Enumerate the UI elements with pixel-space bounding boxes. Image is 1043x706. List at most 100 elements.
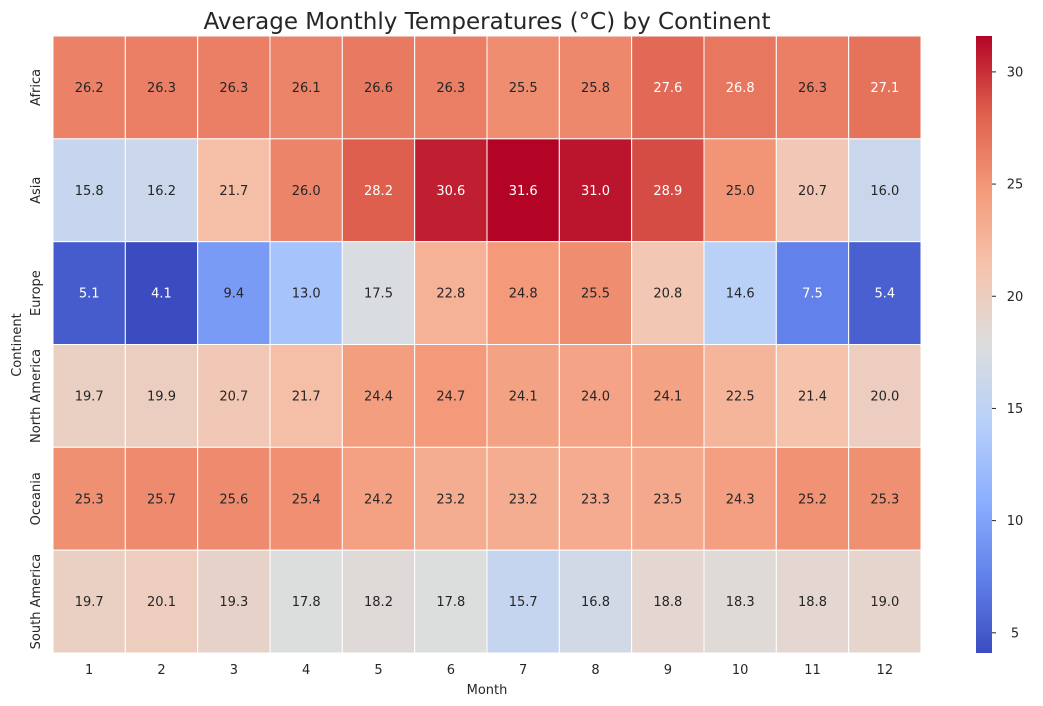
cell-value-label: 21.4 (798, 389, 827, 404)
cell-value-label: 24.4 (364, 389, 393, 404)
cell-value-label: 31.6 (509, 184, 538, 199)
cell-value-label: 5.1 (79, 287, 100, 302)
heatmap-cell (124, 138, 199, 243)
heatmap-cell (703, 549, 777, 654)
heatmap-cell (197, 35, 271, 140)
heatmap-cell (341, 35, 416, 140)
cell-value-label: 16.0 (870, 184, 899, 199)
x-tick-label: 10 (732, 663, 749, 678)
cell-value-label: 19.7 (75, 595, 104, 610)
heatmap-cell (486, 549, 560, 654)
heatmap-cell (269, 241, 343, 346)
heatmap-cell (124, 549, 199, 654)
cell-value-label: 30.6 (436, 184, 465, 199)
cell-value-label: 23.2 (436, 492, 465, 507)
cell-value-label: 26.3 (147, 81, 176, 96)
heatmap-cell (775, 241, 850, 346)
heatmap-cell (631, 446, 705, 551)
heatmap-cell (52, 138, 126, 243)
heatmap-cell (269, 138, 343, 243)
cell-value-label: 25.0 (726, 184, 755, 199)
cell-value-label: 25.3 (870, 492, 899, 507)
cell-value-label: 24.1 (653, 389, 682, 404)
cell-value-label: 14.6 (726, 287, 755, 302)
cell-value-label: 17.8 (436, 595, 465, 610)
heatmap-cell (848, 241, 922, 346)
x-axis-label: Month (467, 683, 508, 698)
heatmap-cell (631, 138, 705, 243)
cell-value-label: 22.5 (726, 389, 755, 404)
colorbar-tick-label: 10 (1007, 514, 1024, 529)
x-tick-label: 12 (877, 663, 894, 678)
heatmap-cell (124, 35, 199, 140)
heatmap-cells: 26.2 26.3 26.3 26.1 26.6 26.3 25.5 25.8 27.6 26.8… (52, 35, 922, 654)
heatmap-cell (558, 35, 633, 140)
cell-value-label: 28.9 (653, 184, 682, 199)
y-tick-label: Europe (29, 270, 44, 316)
heatmap-cell (341, 241, 416, 346)
cell-value-label: 7.5 (802, 287, 823, 302)
y-axis-label: Continent (10, 313, 25, 377)
colorbar-tick-label: 30 (1007, 65, 1024, 80)
cell-value-label: 24.0 (581, 389, 610, 404)
cell-value-label: 20.7 (219, 389, 248, 404)
x-axis-ticks: 1 2 3 4 5 6 7 8 9 10 11 12 (85, 663, 893, 678)
heatmap-cell (269, 549, 343, 654)
cell-value-label: 25.4 (292, 492, 321, 507)
heatmap-cell (486, 344, 560, 448)
heatmap-cell (848, 549, 922, 654)
cell-value-label: 24.8 (509, 287, 538, 302)
heatmap-cell (414, 549, 488, 654)
x-tick-label: 5 (374, 663, 382, 678)
cell-value-label: 25.5 (509, 81, 538, 96)
cell-value-label: 20.1 (147, 595, 176, 610)
heatmap-cell (52, 344, 126, 448)
heatmap-cell (775, 549, 850, 654)
heatmap-cell (124, 344, 199, 448)
heatmap-cell (52, 35, 126, 140)
y-tick-label: Oceania (29, 472, 44, 525)
heatmap-cell (341, 446, 416, 551)
colorbar-tick-label: 15 (1007, 402, 1024, 417)
cell-value-label: 23.5 (653, 492, 682, 507)
cell-value-label: 23.3 (581, 492, 610, 507)
colorbar: 5 10 15 20 25 30 (976, 36, 1023, 653)
cell-value-label: 21.7 (292, 389, 321, 404)
cell-value-label: 4.1 (151, 287, 172, 302)
heatmap-cell (52, 549, 126, 654)
x-tick-label: 7 (519, 663, 527, 678)
heatmap-cell (486, 138, 560, 243)
colorbar-gradient (976, 36, 992, 653)
heatmap-cell (848, 344, 922, 448)
heatmap-cell (486, 446, 560, 551)
cell-value-label: 26.0 (292, 184, 321, 199)
cell-value-label: 26.1 (292, 81, 321, 96)
cell-value-label: 26.6 (364, 81, 393, 96)
heatmap-cell (558, 138, 633, 243)
heatmap-cell (631, 549, 705, 654)
heatmap-cell (558, 446, 633, 551)
heatmap-cell (558, 549, 633, 654)
cell-value-label: 20.0 (870, 389, 899, 404)
cell-value-label: 23.2 (509, 492, 538, 507)
heatmap-cell (197, 446, 271, 551)
heatmap-cell (197, 241, 271, 346)
x-tick-label: 9 (664, 663, 672, 678)
cell-value-label: 21.7 (219, 184, 248, 199)
cell-value-label: 19.9 (147, 389, 176, 404)
heatmap-cell (775, 344, 850, 448)
heatmap-cell (341, 138, 416, 243)
cell-value-label: 24.2 (364, 492, 393, 507)
cell-value-label: 25.2 (798, 492, 827, 507)
cell-value-label: 24.1 (509, 389, 538, 404)
y-tick-label: North America (29, 349, 44, 443)
heatmap-cell (414, 35, 488, 140)
cell-value-label: 13.0 (292, 287, 321, 302)
heatmap-cell (703, 344, 777, 448)
cell-value-label: 20.8 (653, 287, 682, 302)
y-axis-ticks: Africa Asia Europe North America Oceania Sout… (29, 69, 44, 649)
cell-value-label: 19.0 (870, 595, 899, 610)
cell-value-label: 24.3 (726, 492, 755, 507)
heatmap-cell (197, 344, 271, 448)
